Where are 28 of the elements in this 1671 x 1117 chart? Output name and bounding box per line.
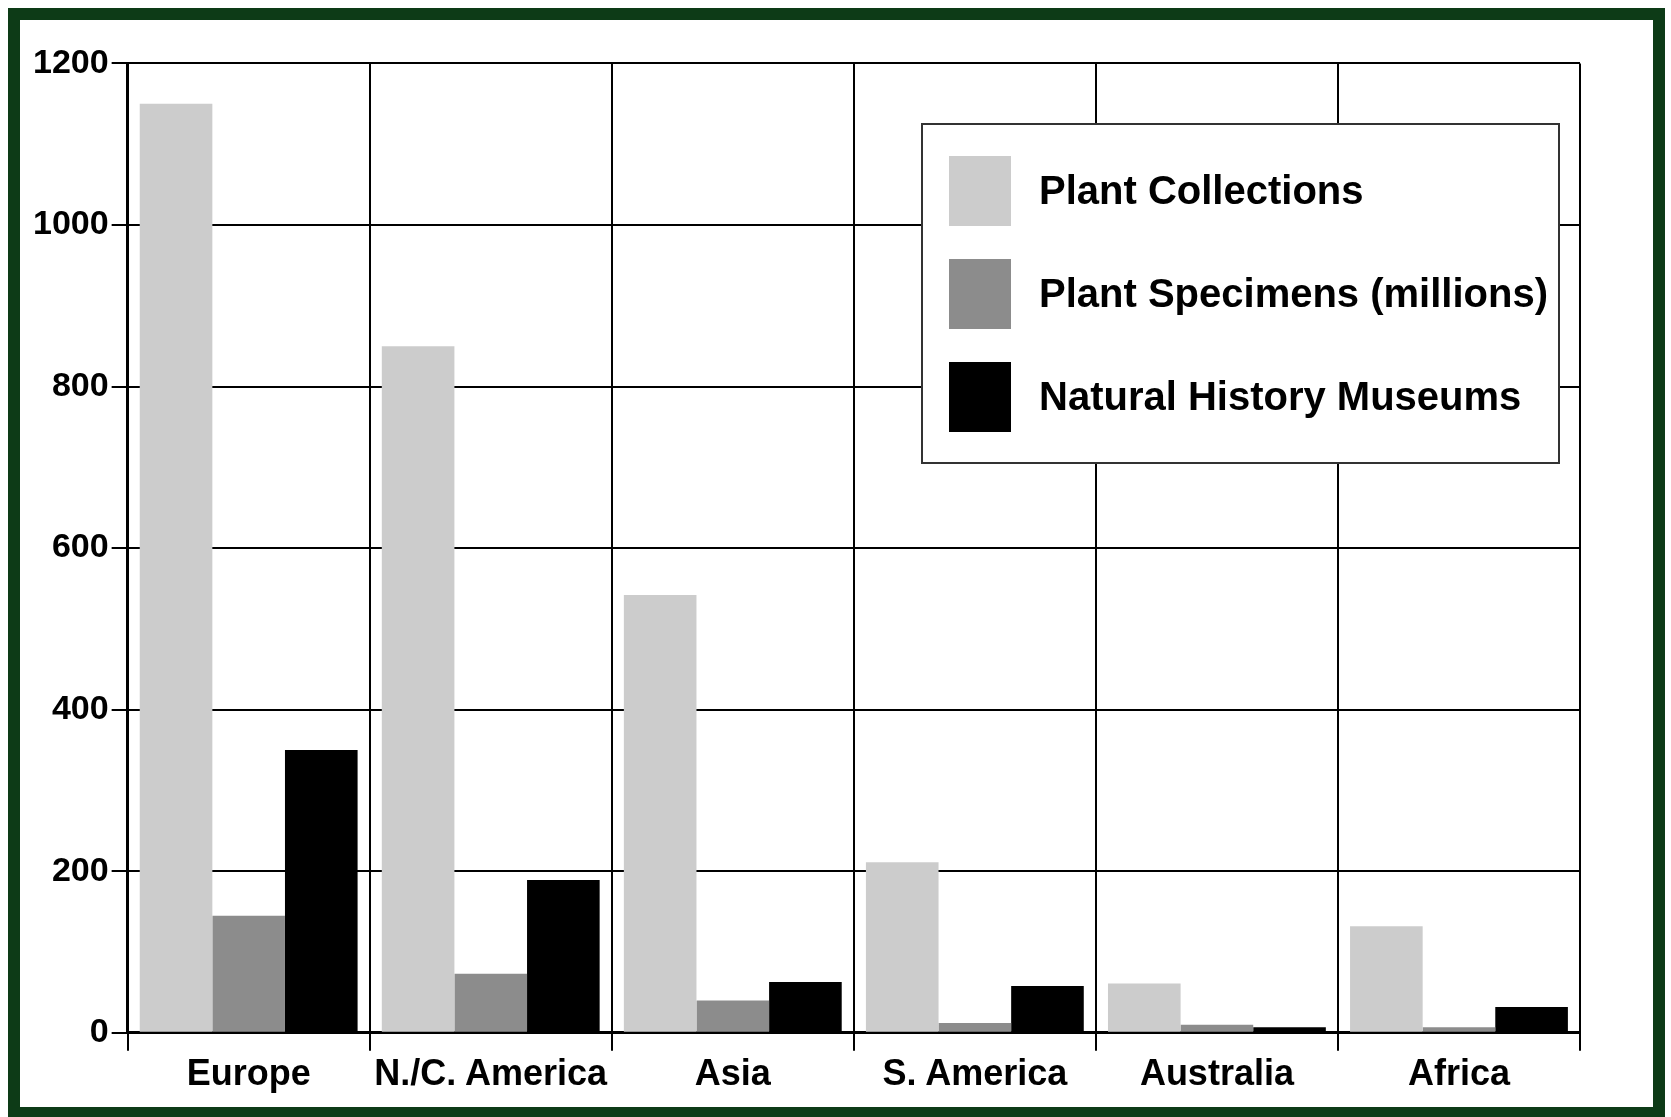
bar [454, 973, 528, 1032]
y-tick-label: 800 [51, 364, 109, 403]
x-tick-label: Australia [1139, 1052, 1295, 1094]
bar [938, 1023, 1012, 1032]
bar [696, 1000, 770, 1032]
y-tick-label: 1000 [33, 203, 109, 242]
y-tick-label: 0 [89, 1011, 109, 1050]
bar [1422, 1027, 1496, 1032]
bar [1350, 926, 1423, 1032]
x-tick-label: Africa [1407, 1052, 1511, 1094]
bar [139, 103, 213, 1032]
y-tick-label: 400 [51, 688, 109, 727]
legend-label: Natural History Museums [1039, 374, 1522, 420]
y-tick-label: 200 [51, 849, 109, 888]
bar [865, 862, 939, 1032]
x-tick-label: S. America [882, 1052, 1069, 1094]
y-tick-label: 600 [51, 526, 109, 565]
x-tick-label: Europe [186, 1052, 311, 1094]
x-tick-label: N./C. America [374, 1052, 609, 1094]
bar [212, 915, 285, 1032]
bar [381, 346, 455, 1032]
bar [1180, 1024, 1254, 1032]
legend-label: Plant Collections [1039, 168, 1364, 214]
bar [623, 594, 697, 1032]
y-tick-label: 1200 [33, 41, 109, 80]
x-tick-label: Asia [694, 1052, 772, 1094]
legend-label: Plant Specimens (millions) [1039, 271, 1549, 317]
bar [1107, 983, 1181, 1032]
